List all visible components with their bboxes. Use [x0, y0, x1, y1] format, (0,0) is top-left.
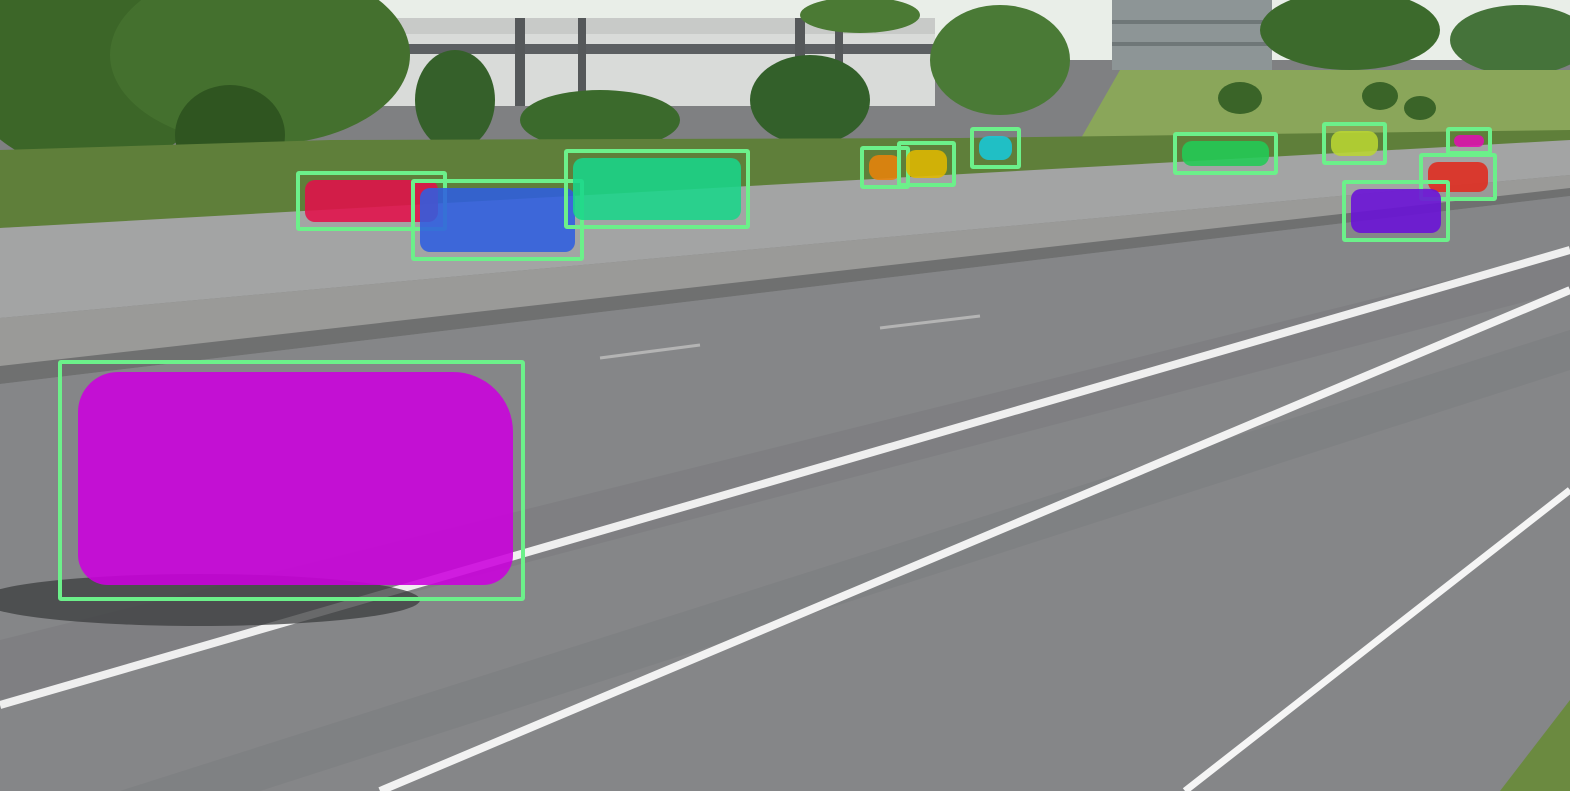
vehicle-segmentation-mask	[78, 372, 513, 585]
vehicle-detection-box	[58, 360, 525, 601]
vehicle-detection-box	[1446, 127, 1492, 155]
vehicle-detection-box	[1419, 153, 1497, 201]
vehicle-segmentation-mask	[573, 158, 741, 220]
vehicle-detection-box	[296, 171, 447, 231]
vehicle-detection-box	[1342, 180, 1450, 242]
vehicle-detection-box	[970, 127, 1021, 169]
office-building	[1112, 0, 1272, 70]
vehicle-segmentation-mask	[1428, 162, 1488, 192]
vehicle-detection-box	[1322, 122, 1387, 165]
vehicle-segmentation-mask	[1351, 189, 1441, 233]
vehicle-segmentation-mask	[1454, 135, 1484, 147]
vehicle-detection-box	[564, 149, 750, 229]
vehicle-segmentation-mask	[1331, 131, 1378, 156]
vehicle-detection-box	[411, 179, 584, 261]
vehicle-detection-box	[1173, 132, 1278, 175]
vehicle-segmentation-mask	[979, 136, 1012, 160]
vehicle-segmentation-mask	[420, 188, 575, 252]
vehicle-segmentation-mask	[305, 180, 438, 222]
vehicle-segmentation-mask	[869, 155, 901, 180]
vehicle-detection-box	[897, 141, 956, 187]
vehicle-segmentation-mask	[906, 150, 947, 178]
vehicle-segmentation-mask	[1182, 141, 1269, 166]
